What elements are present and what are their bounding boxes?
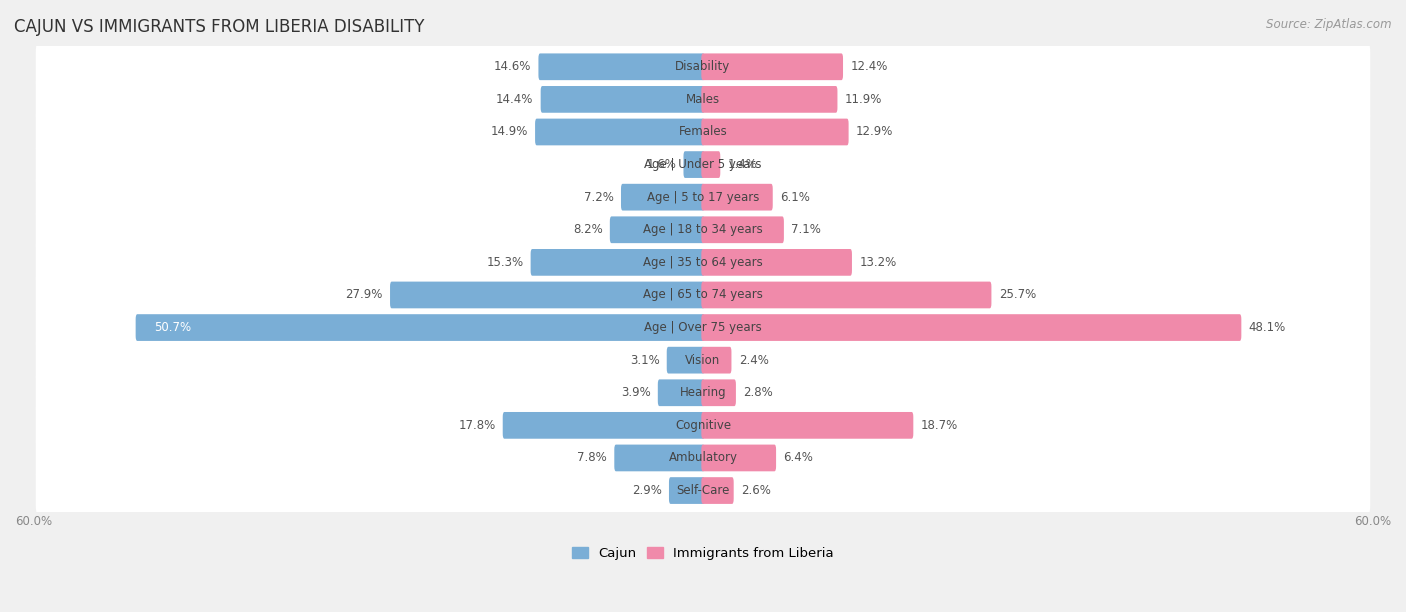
FancyBboxPatch shape xyxy=(702,119,849,145)
FancyBboxPatch shape xyxy=(538,53,704,80)
FancyBboxPatch shape xyxy=(35,107,1371,157)
Text: Disability: Disability xyxy=(675,61,731,73)
Text: 1.6%: 1.6% xyxy=(647,158,676,171)
FancyBboxPatch shape xyxy=(35,140,1371,189)
Text: 11.9%: 11.9% xyxy=(845,93,882,106)
FancyBboxPatch shape xyxy=(702,282,991,308)
FancyBboxPatch shape xyxy=(702,412,914,439)
FancyBboxPatch shape xyxy=(536,119,704,145)
Text: 48.1%: 48.1% xyxy=(1249,321,1286,334)
FancyBboxPatch shape xyxy=(702,379,735,406)
Text: 50.7%: 50.7% xyxy=(155,321,191,334)
Text: Cognitive: Cognitive xyxy=(675,419,731,432)
FancyBboxPatch shape xyxy=(35,368,1371,417)
FancyBboxPatch shape xyxy=(35,42,1371,92)
Text: Age | 5 to 17 years: Age | 5 to 17 years xyxy=(647,191,759,204)
FancyBboxPatch shape xyxy=(702,477,734,504)
Text: 7.1%: 7.1% xyxy=(792,223,821,236)
FancyBboxPatch shape xyxy=(702,347,731,373)
FancyBboxPatch shape xyxy=(610,217,704,243)
FancyBboxPatch shape xyxy=(702,444,776,471)
Text: Age | Over 75 years: Age | Over 75 years xyxy=(644,321,762,334)
Text: Hearing: Hearing xyxy=(679,386,727,399)
FancyBboxPatch shape xyxy=(702,86,838,113)
Text: 7.8%: 7.8% xyxy=(578,452,607,465)
FancyBboxPatch shape xyxy=(35,173,1371,222)
Text: 6.4%: 6.4% xyxy=(783,452,813,465)
FancyBboxPatch shape xyxy=(702,314,1241,341)
Text: 3.9%: 3.9% xyxy=(621,386,651,399)
Text: Females: Females xyxy=(679,125,727,138)
Text: Vision: Vision xyxy=(685,354,721,367)
FancyBboxPatch shape xyxy=(530,249,704,276)
Text: Age | Under 5 years: Age | Under 5 years xyxy=(644,158,762,171)
Text: 15.3%: 15.3% xyxy=(486,256,523,269)
FancyBboxPatch shape xyxy=(702,53,844,80)
FancyBboxPatch shape xyxy=(621,184,704,211)
Text: 2.9%: 2.9% xyxy=(631,484,662,497)
Text: 12.4%: 12.4% xyxy=(851,61,887,73)
FancyBboxPatch shape xyxy=(389,282,704,308)
FancyBboxPatch shape xyxy=(35,335,1371,385)
Text: 13.2%: 13.2% xyxy=(859,256,897,269)
FancyBboxPatch shape xyxy=(702,249,852,276)
FancyBboxPatch shape xyxy=(35,75,1371,124)
Text: 14.6%: 14.6% xyxy=(494,61,531,73)
Text: 18.7%: 18.7% xyxy=(921,419,957,432)
Text: 8.2%: 8.2% xyxy=(572,223,603,236)
Text: Self-Care: Self-Care xyxy=(676,484,730,497)
Text: 14.4%: 14.4% xyxy=(496,93,533,106)
FancyBboxPatch shape xyxy=(702,217,785,243)
Text: 27.9%: 27.9% xyxy=(346,288,382,302)
Text: Age | 35 to 64 years: Age | 35 to 64 years xyxy=(643,256,763,269)
Text: 3.1%: 3.1% xyxy=(630,354,659,367)
Text: 12.9%: 12.9% xyxy=(856,125,893,138)
Text: 17.8%: 17.8% xyxy=(458,419,495,432)
Text: 7.2%: 7.2% xyxy=(583,191,614,204)
FancyBboxPatch shape xyxy=(35,433,1371,483)
FancyBboxPatch shape xyxy=(35,401,1371,450)
FancyBboxPatch shape xyxy=(702,151,720,178)
Text: Age | 18 to 34 years: Age | 18 to 34 years xyxy=(643,223,763,236)
FancyBboxPatch shape xyxy=(35,205,1371,255)
Legend: Cajun, Immigrants from Liberia: Cajun, Immigrants from Liberia xyxy=(567,542,839,565)
Text: Source: ZipAtlas.com: Source: ZipAtlas.com xyxy=(1267,18,1392,31)
Text: 1.4%: 1.4% xyxy=(727,158,758,171)
FancyBboxPatch shape xyxy=(503,412,704,439)
FancyBboxPatch shape xyxy=(658,379,704,406)
Text: 2.8%: 2.8% xyxy=(744,386,773,399)
FancyBboxPatch shape xyxy=(683,151,704,178)
Text: 2.6%: 2.6% xyxy=(741,484,770,497)
Text: Age | 65 to 74 years: Age | 65 to 74 years xyxy=(643,288,763,302)
Text: CAJUN VS IMMIGRANTS FROM LIBERIA DISABILITY: CAJUN VS IMMIGRANTS FROM LIBERIA DISABIL… xyxy=(14,18,425,36)
Text: Ambulatory: Ambulatory xyxy=(668,452,738,465)
FancyBboxPatch shape xyxy=(35,237,1371,287)
Text: 6.1%: 6.1% xyxy=(780,191,810,204)
FancyBboxPatch shape xyxy=(541,86,704,113)
Text: 14.9%: 14.9% xyxy=(491,125,527,138)
FancyBboxPatch shape xyxy=(35,270,1371,319)
Text: 25.7%: 25.7% xyxy=(998,288,1036,302)
FancyBboxPatch shape xyxy=(35,466,1371,515)
FancyBboxPatch shape xyxy=(35,303,1371,353)
FancyBboxPatch shape xyxy=(666,347,704,373)
FancyBboxPatch shape xyxy=(702,184,773,211)
FancyBboxPatch shape xyxy=(135,314,704,341)
FancyBboxPatch shape xyxy=(614,444,704,471)
Text: 2.4%: 2.4% xyxy=(738,354,769,367)
FancyBboxPatch shape xyxy=(669,477,704,504)
Text: Males: Males xyxy=(686,93,720,106)
